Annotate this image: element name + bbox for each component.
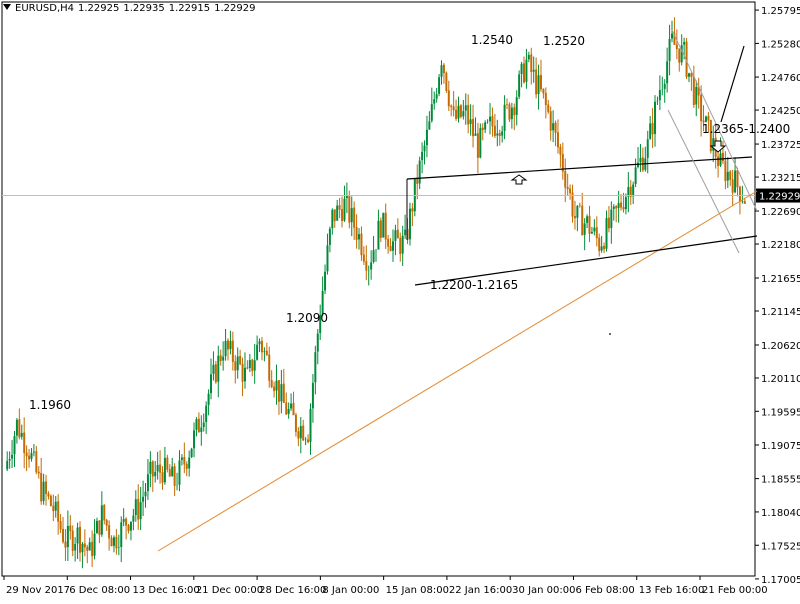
y-tick-label: 1.21145 [761,307,800,318]
down-arrow-icon [709,140,727,153]
y-tick-label: 1.18555 [761,475,800,486]
y-tick-label: 1.20110 [761,374,800,385]
x-tick-label: 21 Dec 00:00 [196,585,263,596]
x-tick-label: 8 Jan 00:00 [322,585,379,596]
y-tick-label: 1.25795 [761,6,800,17]
ticker-bar: EURUSD,H4 1.22925 1.22935 1.22915 1.22929 [3,3,259,14]
y-tick-label: 1.17525 [761,541,800,552]
channel-upper [671,29,758,212]
y-tick-label: 1.23725 [761,140,800,151]
y-tick-label: 1.19595 [761,407,800,418]
y-tick-label: 1.24760 [761,73,800,84]
y-tick-label: 1.22690 [761,207,800,218]
low-value: 1.22915 [168,3,211,14]
annotation-label: 1.2520 [543,34,585,48]
x-tick-label: 6 Feb 08:00 [575,585,634,596]
projection-line [720,45,745,123]
y-tick-label: 1.25280 [761,39,800,50]
y-tick-label: 1.20620 [761,341,800,352]
y-tick-label: 1.23215 [761,173,800,184]
up-arrow-icon [510,174,528,185]
annotation-label: 1.2540 [471,33,513,47]
channel-lower [667,109,740,254]
y-tick-label: 1.17005 [761,575,800,586]
current-price-box [756,188,800,203]
close-value: 1.22929 [214,3,256,14]
annotation-label: 1.2090 [286,311,328,325]
lower-trendline [414,235,758,286]
neckline [406,156,753,180]
x-tick-label: 13 Feb 16:00 [639,585,705,596]
x-tick-label: 28 Dec 16:00 [259,585,326,596]
x-tick-label: 15 Jan 08:00 [386,585,449,596]
support-trendline [157,190,758,552]
symbol-label: EURUSD,H4 [15,3,75,14]
y-tick-label: 1.18040 [761,508,800,519]
dropdown-triangle-icon[interactable] [3,4,11,10]
high-value: 1.22935 [123,3,165,14]
y-tick-label: 1.24250 [761,106,800,117]
marker-dot [609,333,611,335]
annotation-label: 1.2365-1.2400 [702,122,790,136]
x-tick-label: 13 Dec 16:00 [133,585,200,596]
x-tick-label: 22 Jan 16:00 [449,585,512,596]
y-tick-label: 1.19075 [761,441,800,452]
x-tick-label: 21 Feb 00:00 [702,585,768,596]
open-value: 1.22925 [78,3,120,14]
x-tick-label: 30 Jan 00:00 [512,585,575,596]
x-tick-label: 29 Nov 2017 [6,585,70,596]
annotation-label: 1.1960 [29,398,71,412]
x-tick-label: 6 Dec 08:00 [69,585,130,596]
annotation-label: 1.2200-1.2165 [430,278,518,292]
plot-frame [1,1,756,577]
y-tick-label: 1.21655 [761,274,800,285]
current-price-label: 1.22929 [759,192,800,203]
y-tick-label: 1.22180 [761,240,800,251]
